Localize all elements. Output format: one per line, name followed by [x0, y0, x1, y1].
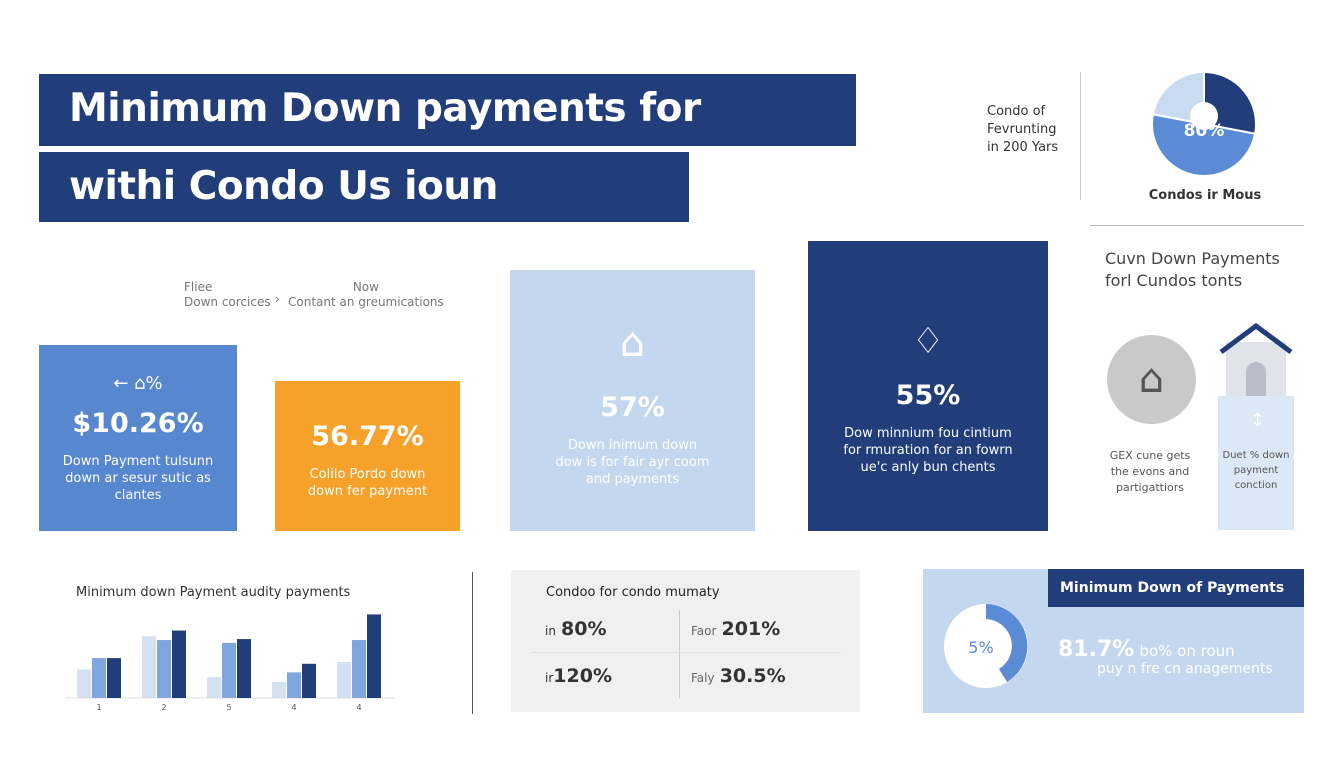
- x-tick-label: 4: [356, 703, 361, 712]
- table-cell: Faor 201%: [691, 618, 781, 640]
- flow-right: Now Contant an greumications: [288, 280, 444, 309]
- table-cell: in 80%: [545, 618, 607, 640]
- bottom-right-panel: Minimum Down of Payments 5% 81.7% bo% on…: [923, 569, 1304, 713]
- table-cell: ir120%: [545, 665, 612, 687]
- ring-chart: 5%: [944, 604, 1028, 688]
- table-cell: Faly 30.5%: [691, 665, 786, 687]
- divider: [1090, 225, 1304, 226]
- bar: [172, 630, 186, 698]
- x-tick-label: 1: [96, 703, 101, 712]
- bar: [142, 636, 156, 698]
- family-house-icon: ⌂: [1107, 335, 1196, 424]
- bar: [222, 642, 236, 698]
- diamond-icon: ♢: [911, 321, 945, 362]
- svg-text:5%: 5%: [968, 638, 993, 657]
- chevron-right-icon: ›: [275, 292, 280, 306]
- stat-card-3: ⌂ 57% Down inimum down dow is for fair a…: [510, 270, 755, 531]
- bar: [157, 640, 171, 698]
- title-line-1: Minimum Down payments for condos: [39, 74, 856, 201]
- house-icon: [1219, 322, 1293, 396]
- bar-chart-title: Minimum down Payment audity payments: [76, 585, 351, 600]
- pie-slice: [1151, 113, 1257, 178]
- flow-left: Fliee Down corcices: [184, 280, 271, 309]
- divider: [472, 572, 473, 714]
- bar: [302, 663, 316, 698]
- bar: [77, 669, 91, 698]
- right-panel-right-text: Duet % down payment conction: [1222, 450, 1290, 491]
- x-tick-label: 2: [161, 703, 166, 712]
- x-tick-label: 5: [226, 703, 231, 712]
- bar: [92, 658, 106, 698]
- right-panel-title: Cuvn Down Payments forl Cundos tonts: [1105, 249, 1280, 290]
- arrow-down-icon: ↕: [1250, 410, 1266, 431]
- bar: [337, 661, 351, 698]
- bar: [107, 658, 121, 698]
- bar: [352, 640, 366, 698]
- table-title: Condoo for condo mumaty: [546, 585, 720, 600]
- panel-header: Minimum Down of Payments: [1048, 569, 1304, 607]
- divider: [1080, 72, 1081, 200]
- bar: [207, 677, 221, 698]
- moneybag-icon: ⌂: [619, 320, 646, 366]
- x-tick-label: 4: [291, 703, 296, 712]
- bar-chart: 1 2 5 4 4: [65, 614, 395, 712]
- bar: [272, 681, 286, 698]
- house-percent-icon: ← ⌂%: [113, 373, 163, 394]
- payment-column: [1218, 396, 1294, 530]
- pie-caption: Condos ir Mous: [1148, 188, 1262, 203]
- bar: [287, 672, 301, 698]
- right-panel-left-text: GEX cune gets the evons and partigattior…: [1109, 449, 1191, 494]
- stat-card-2: 56.77% Colilo Pordo down down fer paymen…: [275, 381, 460, 531]
- stats-table: Condoo for condo mumaty in 80% Faor 201%…: [511, 570, 860, 712]
- pie-side-label: Condo of Fevrunting in 200 Yars: [987, 104, 1059, 155]
- bar: [237, 639, 251, 698]
- pie-chart: 80%: [1151, 70, 1257, 178]
- stat-card-4: ♢ 55% Dow minnium fou cintium for rmurat…: [808, 241, 1048, 531]
- stat-card-1: ← ⌂% $10.26% Down Payment tulsunn down a…: [39, 345, 237, 531]
- bar: [367, 614, 381, 698]
- title-line-2: withi Condo Us ioun custion?: [39, 152, 689, 279]
- pie-label: 80%: [1184, 121, 1225, 141]
